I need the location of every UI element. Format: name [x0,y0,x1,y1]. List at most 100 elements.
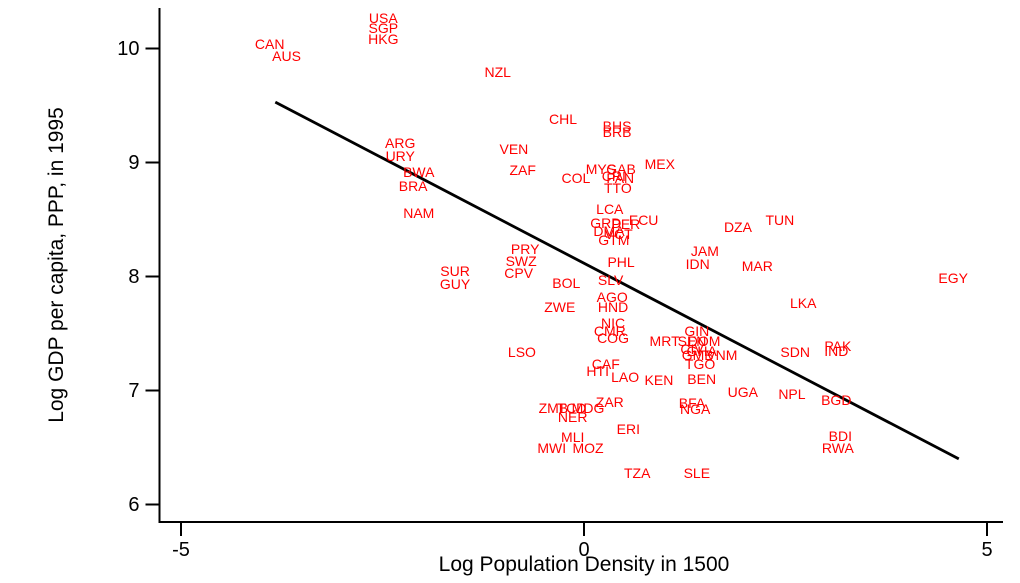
country-label-PER: PER [611,216,641,233]
country-label-GAB: GAB [606,161,636,178]
x-tick-label--5: -5 [172,539,190,561]
country-label-GUY: GUY [439,276,471,293]
country-label-CAN: CAN [254,35,285,52]
x-tick-label-0: 0 [578,539,590,561]
country-label-SLE: SLE [683,464,711,481]
x-axis-title: Log Population Density in 1500 [438,553,730,576]
country-label-ECU: ECU [628,211,659,228]
country-label-MAR: MAR [741,258,773,275]
country-label-ZAF: ZAF [509,162,536,179]
country-label-ZWE: ZWE [544,299,576,316]
x-tick-label-5: 5 [981,539,993,561]
country-label-BFA: BFA [678,395,706,412]
y-tick-label-10: 10 [117,37,140,60]
country-label-CHL: CHL [549,111,578,128]
country-label-DZA: DZA [723,219,752,236]
country-label-IDN: IDN [685,255,710,272]
country-label-CMR: CMR [593,323,626,340]
country-label-BDI: BDI [828,428,852,445]
country-label-SWZ: SWZ [505,252,537,269]
country-label-AGO: AGO [596,289,628,306]
country-label-TGO: TGO [684,356,716,373]
country-label-COG: COG [597,330,629,347]
country-label-GTM: GTM [598,232,630,249]
country-label-UGA: UGA [727,383,758,400]
country-label-SUR: SUR [440,262,470,279]
country-label-AUS: AUS [272,48,301,65]
country-label-TCD: TCD [557,399,587,416]
country-label-HND: HND [597,299,629,316]
country-label-CPV: CPV [504,265,534,282]
country-label-RWA: RWA [821,439,854,456]
country-label-MYS: MYS [585,161,617,178]
country-label-PAK: PAK [824,338,852,355]
country-label-VNM: VNM [706,347,738,364]
y-tick-label-8: 8 [128,265,140,288]
country-label-GHA: GHA [686,342,717,359]
country-label-PHL: PHL [607,253,635,270]
y-tick-label-6: 6 [128,493,140,516]
country-label-VEN: VEN [499,140,529,157]
country-label-MDG: MDG [571,399,605,416]
country-label-VCT: VCT [604,226,633,243]
country-label-MLI: MLI [561,429,585,446]
country-label-BGD: BGD [821,391,852,408]
country-label-CRI: CRI [601,168,626,185]
country-label-SDN: SDN [780,343,810,360]
country-label-CAF: CAF [591,356,620,373]
country-label-PRY: PRY [510,241,540,258]
y-tick-label-7: 7 [128,379,140,402]
country-label-CIV: CIV [680,341,704,358]
country-label-HTI: HTI [586,363,609,380]
axis-tick-marks [145,47,988,536]
country-label-DOM: DOM [687,333,721,350]
country-label-BEN: BEN [687,371,717,388]
country-label-ARG: ARG [385,135,416,152]
country-label-USA: USA [368,9,398,26]
country-label-BOL: BOL [552,275,581,292]
country-label-SLV: SLV [597,271,624,288]
country-label-MWI: MWI [537,439,567,456]
country-label-BRA: BRA [398,178,428,195]
country-label-BRB: BRB [602,123,632,140]
country-label-EGY: EGY [938,269,968,286]
country-label-TZA: TZA [623,464,651,481]
country-label-NER: NER [557,408,588,425]
country-label-SGP: SGP [368,19,399,36]
country-label-TUN: TUN [765,211,795,228]
country-label-TTO: TTO [603,179,632,196]
country-label-GRD: GRD [590,214,622,231]
country-label-JAM: JAM [690,243,719,260]
country-label-IND: IND [824,342,849,359]
country-label-ZMB: ZMB [538,399,569,416]
country-label-DMA: DMA [593,222,625,239]
country-label-ZAR: ZAR [595,393,624,410]
country-label-MRT: MRT [649,333,680,350]
regression-line [274,100,960,461]
country-label-NZL: NZL [484,64,511,81]
country-label-NAM: NAM [403,204,435,221]
country-label-LAO: LAO [611,368,640,385]
country-label-SEN: SEN [677,333,707,350]
country-label-NGA: NGA [680,400,711,417]
country-label-LSO: LSO [507,343,536,360]
country-label-PAN: PAN [606,170,635,187]
country-label-GIN: GIN [684,323,710,340]
country-label-NIC: NIC [600,315,626,332]
country-label-BWA: BWA [403,163,435,180]
country-label-MEX: MEX [644,155,675,172]
country-label-MOZ: MOZ [572,439,604,456]
country-label-KEN: KEN [644,372,674,389]
country-label-COL: COL [561,170,591,187]
country-label-NPL: NPL [778,385,806,402]
country-label-LCA: LCA [596,201,624,218]
country-label-GMB: GMB [681,347,714,364]
y-tick-label-9: 9 [128,151,140,174]
country-label-URY: URY [385,147,415,164]
country-label-LKA: LKA [789,294,817,311]
country-label-BHS: BHS [602,118,632,135]
country-label-HKG: HKG [368,31,399,48]
country-label-ERI: ERI [616,421,640,438]
